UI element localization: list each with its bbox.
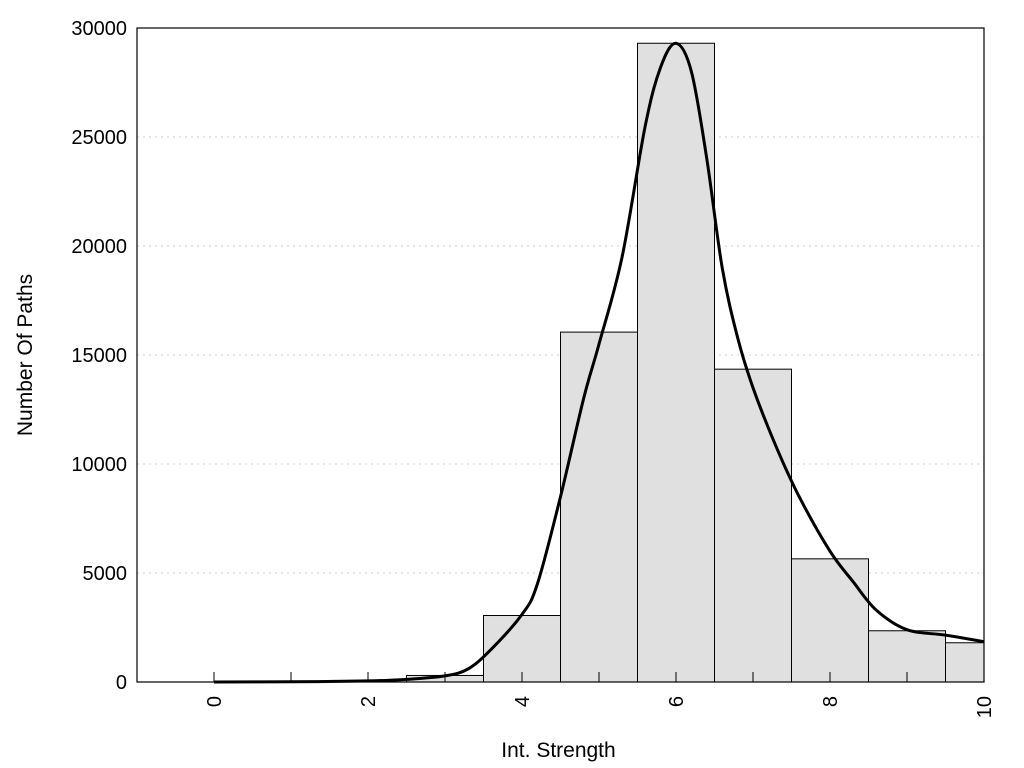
- x-tick-label-10: 10: [974, 696, 996, 718]
- y-tick-label-30000: 30000: [71, 18, 127, 40]
- y-tick-label-0: 0: [116, 672, 127, 694]
- curve-layer: [213, 41, 985, 684]
- y-tick-label-25000: 25000: [71, 127, 127, 149]
- bar-5: [560, 331, 638, 683]
- bar-10: [945, 642, 985, 683]
- y-tick-label-15000: 15000: [71, 345, 127, 367]
- y-axis-label: Number Of Paths: [14, 274, 37, 436]
- x-tick-label-0: 0: [204, 696, 226, 707]
- x-tick-labels: 0 2 4 6 8 10: [204, 696, 996, 718]
- bars: [406, 42, 985, 683]
- y-tick-label-5000: 5000: [83, 563, 128, 585]
- plot-frame: [136, 27, 985, 683]
- y-tick-labels: 0 5000 10000 15000 20000 25000 30000: [71, 18, 127, 694]
- x-axis-label: Int. Strength: [501, 739, 615, 762]
- x-tick-label-2: 2: [358, 696, 380, 707]
- y-tick-label-20000: 20000: [71, 236, 127, 258]
- density-curve: [213, 41, 985, 684]
- x-tick-label-8: 8: [820, 696, 842, 707]
- bar-8: [791, 558, 869, 683]
- x-tick-label-4: 4: [512, 696, 534, 707]
- y-tick-label-10000: 10000: [71, 454, 127, 476]
- bar-7: [714, 368, 792, 683]
- x-tick-label-6: 6: [666, 696, 688, 707]
